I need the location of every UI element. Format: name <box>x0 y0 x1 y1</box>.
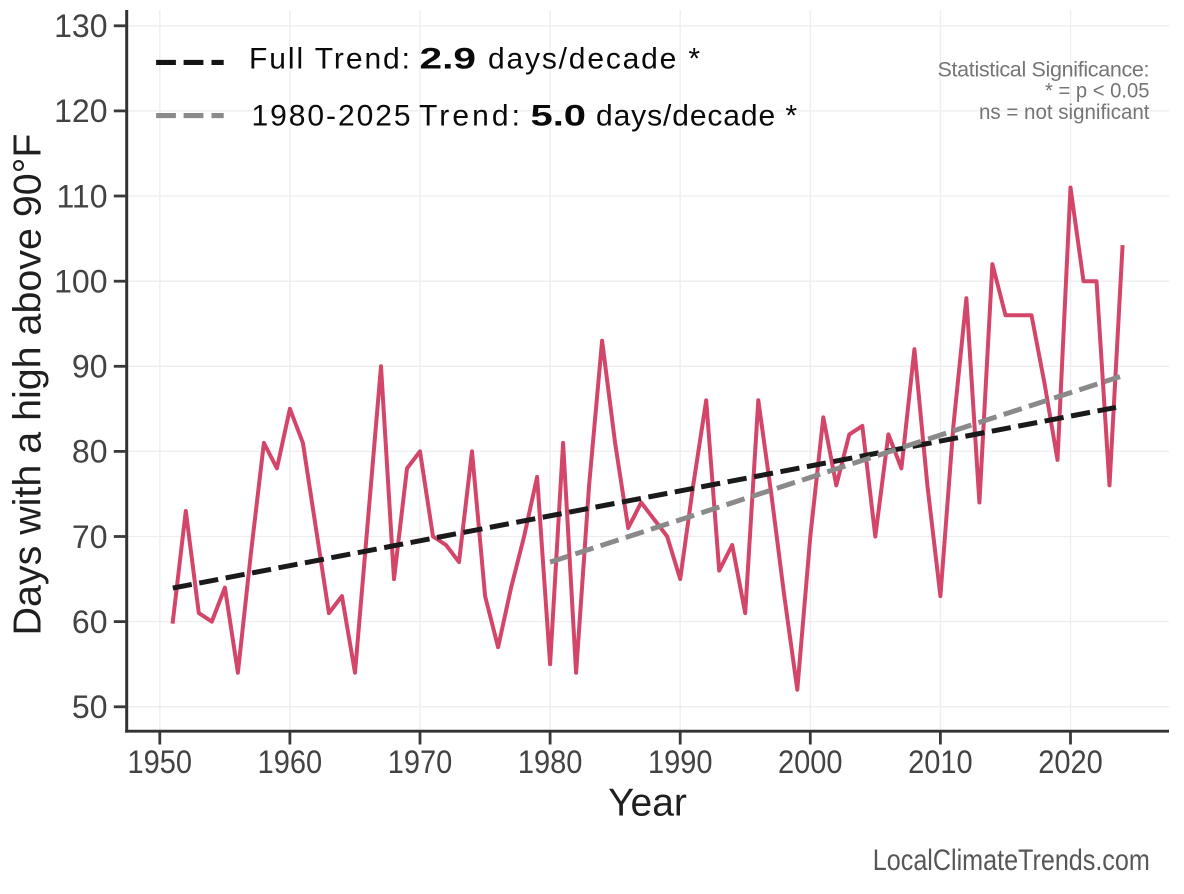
svg-text:LocalClimateTrends.com: LocalClimateTrends.com <box>873 844 1150 877</box>
svg-text:100: 100 <box>54 264 107 300</box>
svg-text:130: 130 <box>54 8 107 44</box>
svg-text:80: 80 <box>72 434 108 470</box>
svg-text:120: 120 <box>54 93 107 129</box>
svg-text:2020: 2020 <box>1038 744 1103 780</box>
svg-text:60: 60 <box>72 604 108 640</box>
svg-text:Days with a high above 90°F: Days with a high above 90°F <box>7 134 50 636</box>
svg-text:2000: 2000 <box>778 744 843 780</box>
svg-text:Year: Year <box>608 781 687 824</box>
svg-text:days/decade *: days/decade * <box>488 43 700 76</box>
svg-text:Statistical Significance:: Statistical Significance: <box>938 58 1150 82</box>
svg-text:days/decade *: days/decade * <box>596 99 797 132</box>
svg-text:1970: 1970 <box>388 744 453 780</box>
svg-text:5.0: 5.0 <box>531 99 587 132</box>
svg-text:2010: 2010 <box>908 744 973 780</box>
svg-text:50: 50 <box>72 689 108 725</box>
svg-text:90: 90 <box>72 349 108 385</box>
svg-text:1960: 1960 <box>258 744 323 780</box>
svg-text:2.9: 2.9 <box>420 43 477 76</box>
svg-text:ns = not significant: ns = not significant <box>979 100 1150 124</box>
svg-text:110: 110 <box>56 178 107 214</box>
svg-text:70: 70 <box>72 519 108 555</box>
svg-text:Full Trend:: Full Trend: <box>249 43 410 76</box>
svg-text:1980-2025: 1980-2025 <box>252 99 411 132</box>
svg-text:1990: 1990 <box>648 744 713 780</box>
svg-text:* = p < 0.05: * = p < 0.05 <box>1045 78 1150 102</box>
svg-text:1950: 1950 <box>128 744 193 780</box>
svg-text:1980: 1980 <box>518 744 583 780</box>
